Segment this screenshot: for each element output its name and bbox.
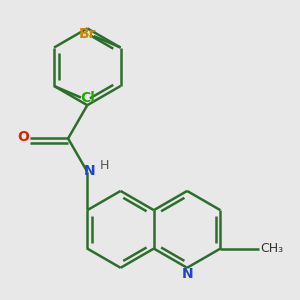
Text: CH₃: CH₃ bbox=[261, 242, 284, 255]
Text: H: H bbox=[100, 160, 109, 172]
Text: Cl: Cl bbox=[80, 91, 95, 104]
Text: N: N bbox=[181, 267, 193, 280]
Text: N: N bbox=[83, 164, 95, 178]
Text: O: O bbox=[17, 130, 29, 144]
Text: Br: Br bbox=[79, 27, 97, 41]
